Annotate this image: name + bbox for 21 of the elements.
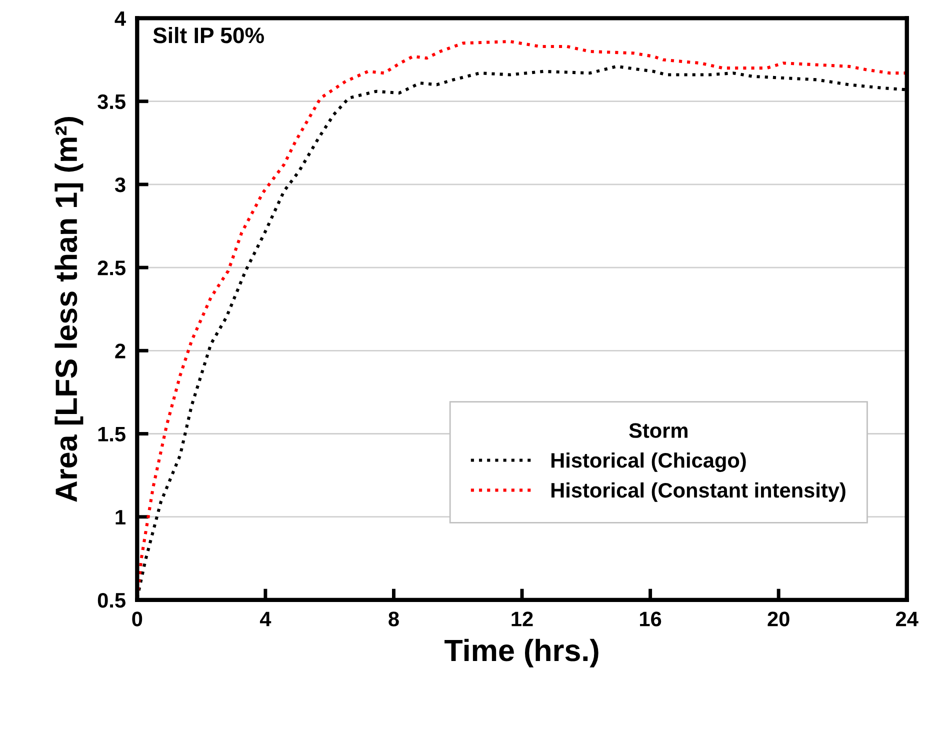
- y-tick-label: 0.5: [98, 592, 126, 608]
- legend-label: Historical (Constant intensity): [551, 482, 846, 502]
- y-axis-title: Area [LFS less than 1] (m²): [54, 117, 84, 502]
- x-axis-title: Time (hrs.): [444, 638, 598, 668]
- x-tick-label: 8: [388, 612, 399, 626]
- x-tick-label: 24: [896, 612, 918, 626]
- y-tick-label: 1: [116, 510, 126, 524]
- x-tick-label: 4: [260, 612, 272, 626]
- annotation: Silt IP 50%: [153, 26, 264, 44]
- x-tick-label: 20: [768, 612, 790, 626]
- y-tick-label: 2.5: [98, 260, 126, 276]
- legend-title: Storm: [629, 423, 688, 438]
- x-tick-label: 12: [512, 612, 533, 626]
- y-tick-label: 1.5: [98, 426, 126, 442]
- x-tick-label: 0: [132, 612, 142, 626]
- y-tick-label: 2: [115, 344, 126, 358]
- y-tick-label: 4: [114, 11, 126, 26]
- y-tick-label: 3: [114, 177, 126, 192]
- legend-label: Historical (Chicago): [551, 452, 746, 472]
- y-tick-label: 3.5: [98, 94, 126, 110]
- x-tick-label: 16: [640, 612, 662, 626]
